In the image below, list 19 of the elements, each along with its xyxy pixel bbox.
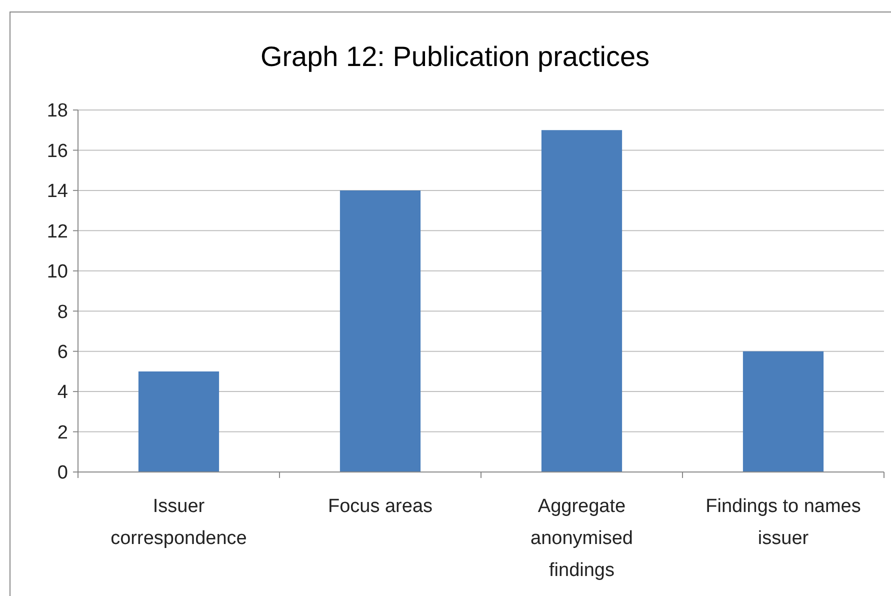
chart-title: Graph 12: Publication practices bbox=[260, 41, 650, 72]
bar bbox=[742, 351, 824, 472]
y-tick-label: 0 bbox=[57, 462, 68, 484]
x-tick-label: Findings to names issuer bbox=[706, 496, 861, 549]
y-tick-label: 18 bbox=[46, 100, 68, 122]
y-tick-label: 16 bbox=[46, 140, 68, 162]
y-tick-label: 14 bbox=[46, 181, 68, 202]
x-tick-label: Focus areas bbox=[328, 496, 433, 517]
bar bbox=[138, 371, 220, 472]
y-tick-label: 12 bbox=[46, 221, 68, 242]
x-tick-label: Aggregate anonymised findings bbox=[530, 496, 633, 581]
bar bbox=[541, 130, 622, 472]
y-tick-label: 10 bbox=[46, 262, 68, 283]
bar bbox=[340, 190, 421, 472]
y-tick-label: 6 bbox=[57, 342, 68, 363]
y-tick-label: 2 bbox=[57, 422, 68, 444]
y-tick-label: 8 bbox=[57, 302, 68, 323]
x-tick-label: Issuer correspondence bbox=[110, 496, 247, 549]
y-tick-label: 4 bbox=[57, 382, 68, 404]
